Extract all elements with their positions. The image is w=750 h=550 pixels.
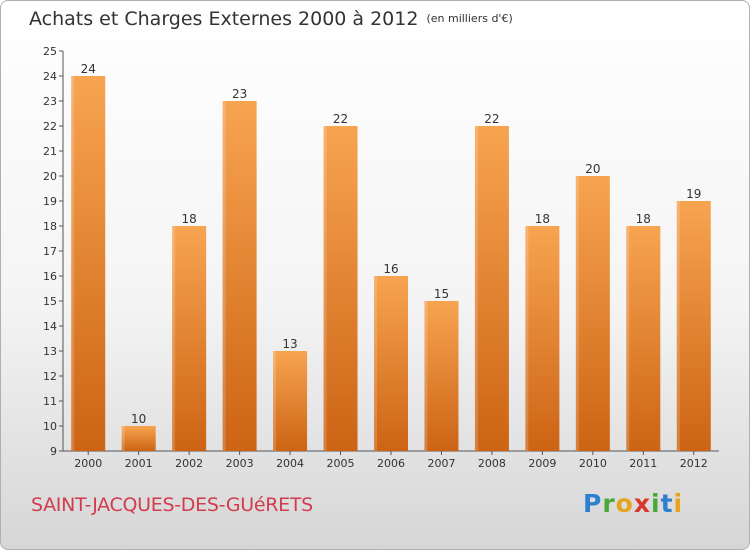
y-tick-label: 21 bbox=[43, 145, 57, 158]
data-label: 13 bbox=[282, 337, 297, 351]
bar bbox=[424, 301, 459, 451]
x-tick-label: 2010 bbox=[579, 457, 607, 470]
x-tick-label: 2012 bbox=[680, 457, 708, 470]
y-tick-label: 13 bbox=[43, 345, 57, 358]
data-label: 22 bbox=[484, 112, 499, 126]
x-tick-label: 2011 bbox=[629, 457, 657, 470]
data-label: 18 bbox=[535, 212, 550, 226]
bars bbox=[71, 76, 711, 451]
bar bbox=[474, 126, 509, 451]
data-label: 23 bbox=[232, 87, 247, 101]
logo-letter: o bbox=[615, 489, 634, 518]
bar bbox=[676, 201, 711, 451]
x-tick-label: 2005 bbox=[327, 457, 355, 470]
x-tick-label: 2004 bbox=[276, 457, 304, 470]
x-tick-label: 2003 bbox=[226, 457, 254, 470]
y-tick-label: 22 bbox=[43, 120, 57, 133]
y-tick-label: 24 bbox=[43, 70, 57, 83]
y-tick-label: 10 bbox=[43, 420, 57, 433]
x-tick-label: 2002 bbox=[175, 457, 203, 470]
bar bbox=[575, 176, 610, 451]
bar bbox=[374, 276, 408, 451]
data-labels: 24 10 18 23 13 22 16 15 22 18 20 18 19 bbox=[81, 62, 702, 426]
x-tick-label: 2006 bbox=[377, 457, 405, 470]
bar bbox=[273, 351, 308, 451]
bar-highlight bbox=[626, 226, 630, 451]
bar bbox=[323, 126, 358, 451]
x-tick-label: 2008 bbox=[478, 457, 506, 470]
bar-highlight bbox=[222, 101, 226, 451]
bar-highlight bbox=[424, 301, 428, 451]
data-label: 20 bbox=[585, 162, 600, 176]
bar-highlight bbox=[273, 351, 277, 451]
city-name: SAINT-JACQUES-DES-GUéRETS bbox=[31, 494, 313, 516]
y-tick-label: 11 bbox=[43, 395, 57, 408]
y-tick-label: 20 bbox=[43, 170, 57, 183]
data-label: 22 bbox=[333, 112, 348, 126]
data-label: 16 bbox=[383, 262, 398, 276]
data-label: 18 bbox=[636, 212, 651, 226]
bar-highlight bbox=[525, 226, 529, 451]
logo-letter: i bbox=[673, 489, 684, 518]
y-tick-label: 9 bbox=[50, 445, 57, 458]
data-label: 18 bbox=[182, 212, 197, 226]
chart-unit-label: (en milliers d'€) bbox=[426, 12, 513, 25]
data-label: 19 bbox=[686, 187, 701, 201]
bar-highlight bbox=[374, 276, 377, 451]
y-tick-label: 12 bbox=[43, 370, 57, 383]
logo-letter: i bbox=[651, 489, 661, 518]
bar-highlight bbox=[474, 126, 478, 451]
bar-highlight bbox=[575, 176, 579, 451]
bar bbox=[121, 426, 156, 451]
y-tick-label: 14 bbox=[43, 320, 57, 333]
bar bbox=[525, 226, 560, 451]
x-tick-label: 2007 bbox=[427, 457, 455, 470]
data-label: 15 bbox=[434, 287, 449, 301]
y-tick-label: 16 bbox=[43, 270, 57, 283]
chart-title-text: Achats et Charges Externes 2000 à 2012 bbox=[29, 8, 419, 30]
bar-highlight bbox=[323, 126, 327, 451]
bar-highlight bbox=[121, 426, 125, 451]
y-axis: 9 10 11 12 13 14 15 16 17 18 19 20 21 22 23 24 25 bbox=[43, 45, 64, 458]
x-axis: 2000 2001 2002 2003 2004 2005 2006 2007 2008 2009… bbox=[63, 450, 719, 470]
x-tick-label: 2000 bbox=[74, 457, 102, 470]
y-tick-label: 25 bbox=[43, 45, 57, 58]
logo-letter: P bbox=[583, 489, 603, 518]
bar bbox=[172, 226, 207, 451]
y-tick-label: 15 bbox=[43, 295, 57, 308]
x-tick-label: 2001 bbox=[125, 457, 153, 470]
logo-letter: t bbox=[660, 489, 674, 518]
y-tick-label: 19 bbox=[43, 195, 57, 208]
chart-title: Achats et Charges Externes 2000 à 2012 (e… bbox=[29, 8, 513, 30]
logo-letter: r bbox=[602, 489, 616, 518]
logo-letter: x bbox=[633, 489, 651, 518]
bar bbox=[626, 226, 661, 451]
data-label: 24 bbox=[81, 62, 96, 76]
y-tick-label: 18 bbox=[43, 220, 57, 233]
bar-highlight bbox=[676, 201, 680, 451]
y-tick-label: 23 bbox=[43, 95, 57, 108]
y-tick-label: 17 bbox=[43, 245, 57, 258]
bar-highlight bbox=[71, 76, 75, 451]
x-tick-label: 2009 bbox=[528, 457, 556, 470]
data-label: 10 bbox=[131, 412, 146, 426]
bar bbox=[222, 101, 257, 451]
bar-highlight bbox=[172, 226, 176, 451]
bar bbox=[71, 76, 106, 451]
proxiti-logo: Proxiti bbox=[583, 489, 683, 518]
